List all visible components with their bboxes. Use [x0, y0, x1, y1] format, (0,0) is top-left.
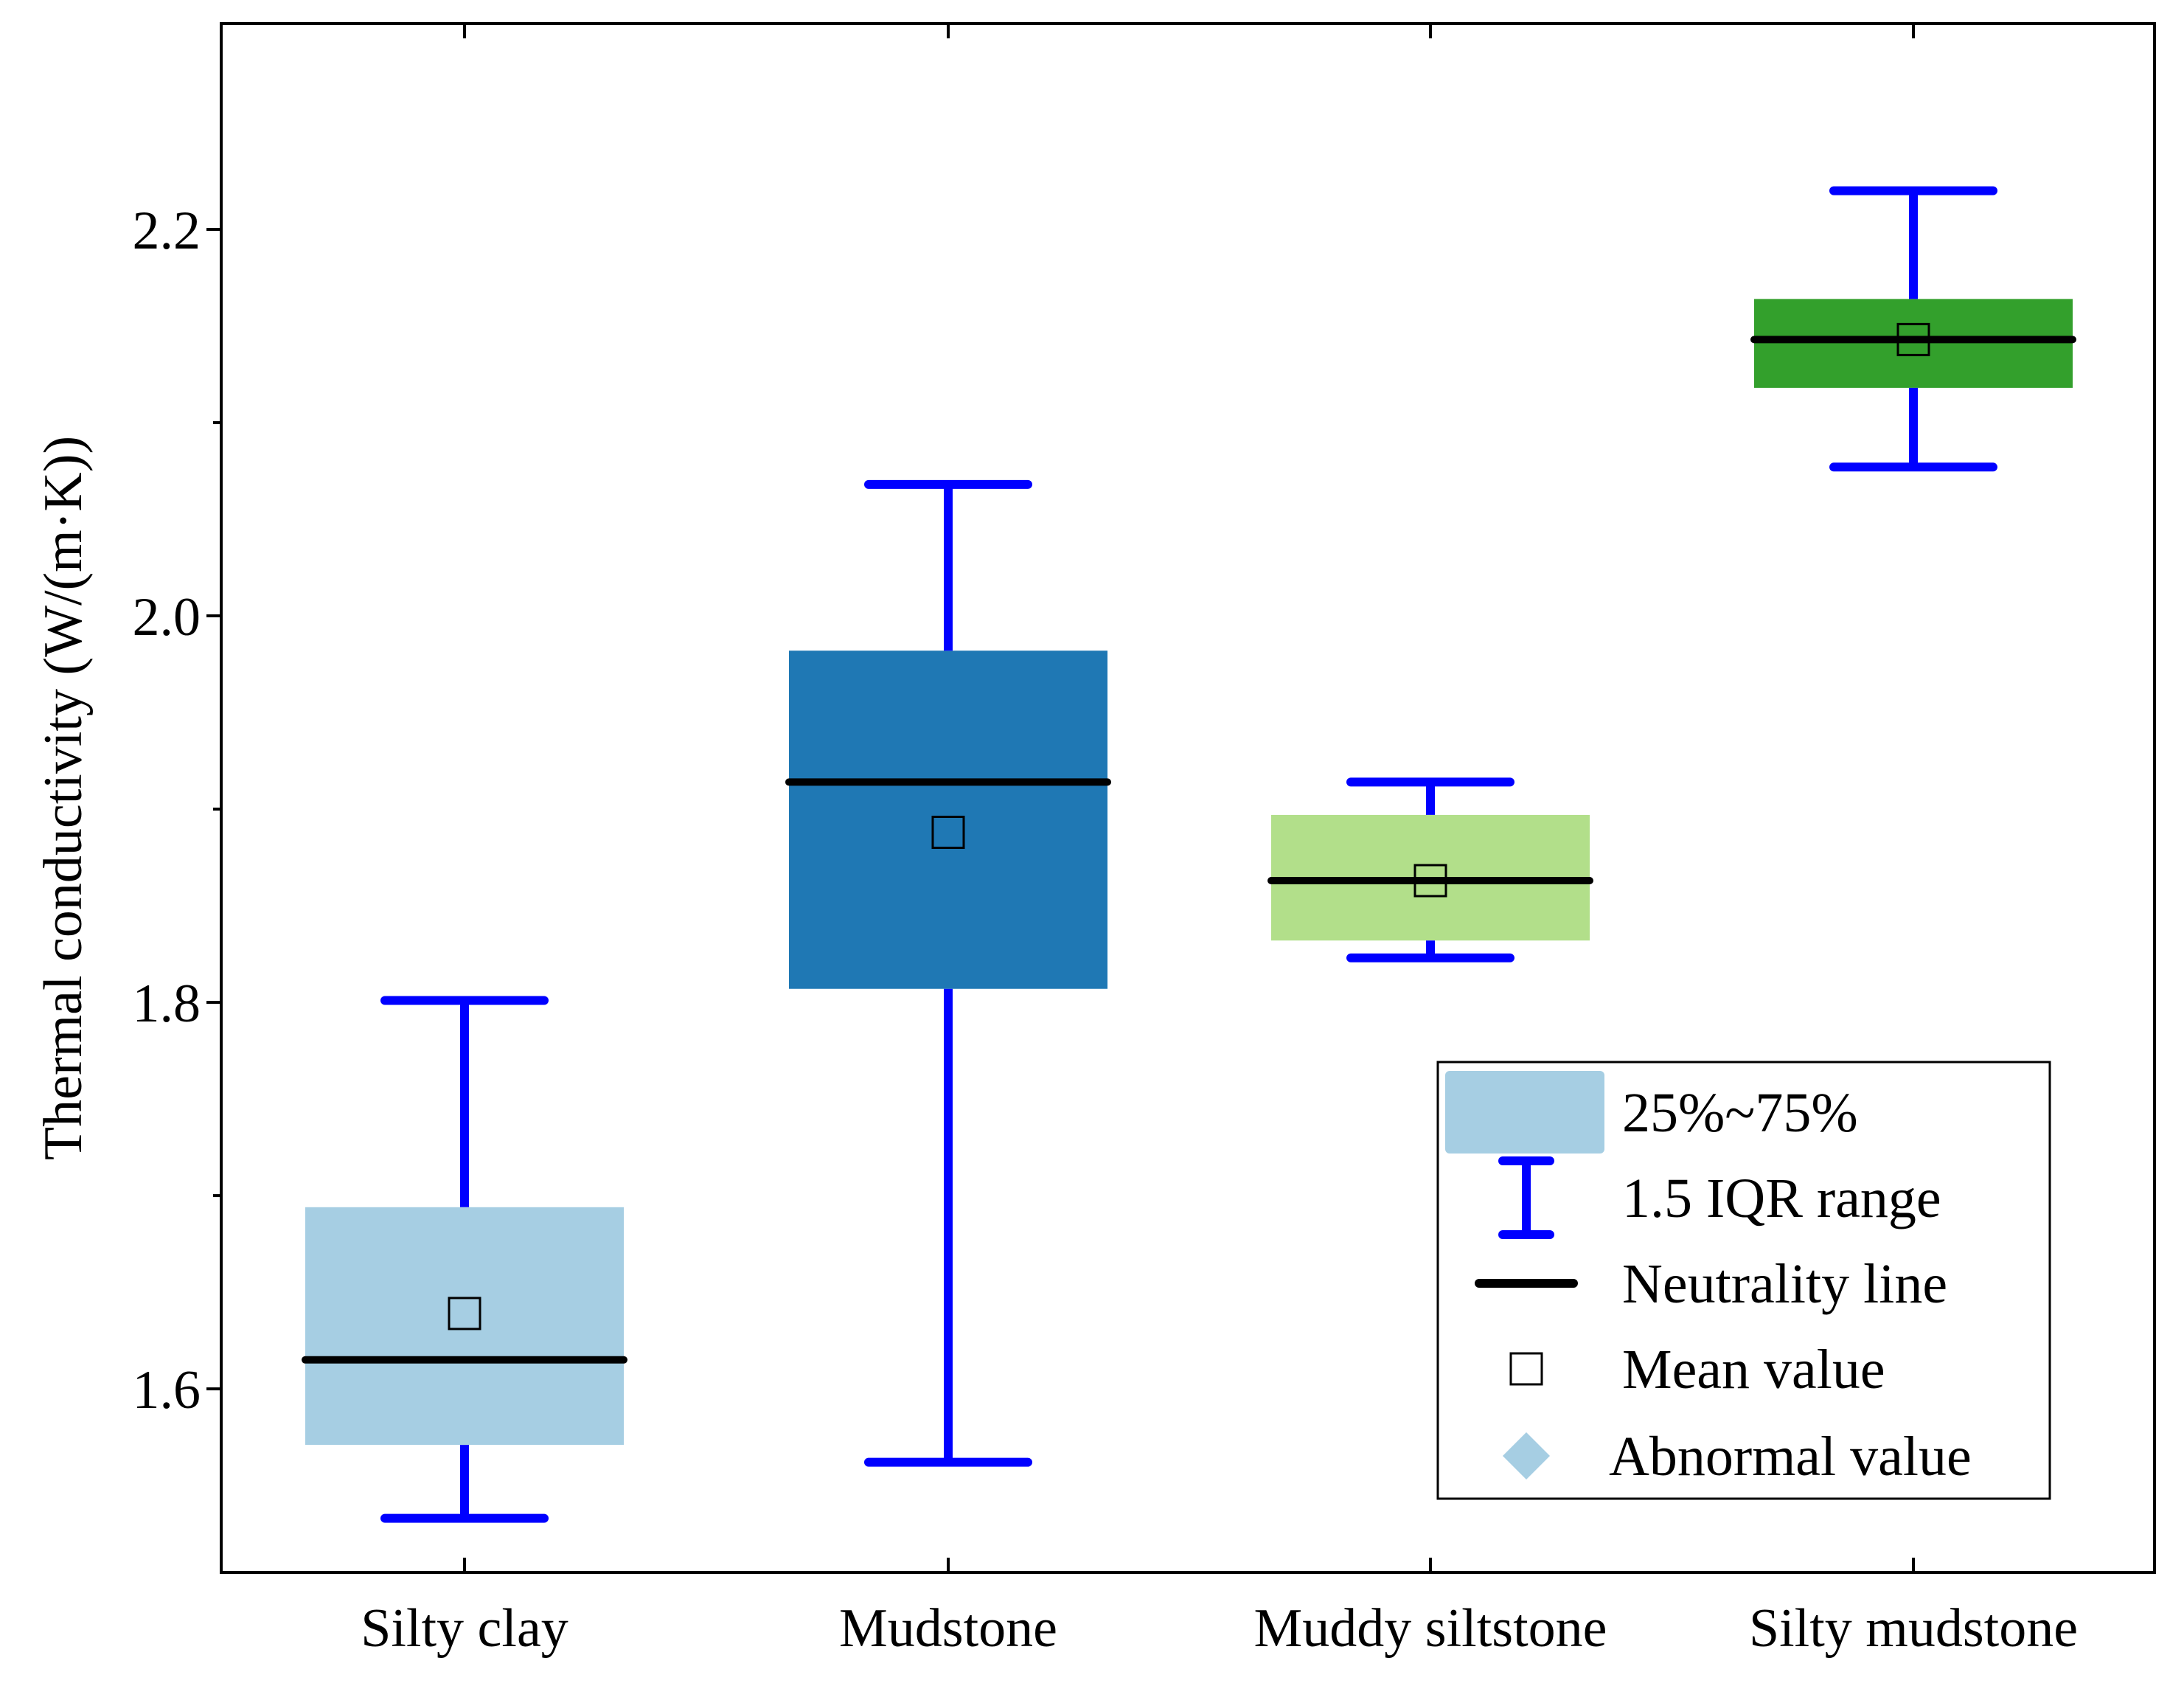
legend-item-line: Neutrality line [1475, 1253, 1947, 1315]
iqr-box [305, 1207, 624, 1446]
y-tick-label: 2.0 [133, 587, 201, 648]
legend-label: Abnormal value [1609, 1426, 1972, 1488]
x-tick-label: Silty clay [361, 1598, 568, 1659]
iqr-box [1754, 299, 2073, 388]
legend-mean-square [1509, 1352, 1543, 1386]
box-mudstone [785, 479, 1111, 1467]
box-muddy-siltstone [1267, 777, 1593, 962]
axes: 1.6 1.8 2.0 2.2 Silty clay Mudstone Muddy silt… [133, 24, 2078, 1659]
y-axis-title: Thermal conductivity (W/(m·K)) [33, 436, 94, 1160]
iqr-box [789, 651, 1107, 989]
legend-label: 25%~75% [1622, 1082, 1858, 1144]
legend-label: Neutrality line [1622, 1253, 1947, 1315]
x-tick-label: Muddy siltstone [1254, 1598, 1607, 1659]
legend-label: 1.5 IQR range [1622, 1168, 1941, 1229]
y-tick-label: 1.6 [133, 1360, 201, 1420]
legend-label: Mean value [1622, 1339, 1885, 1401]
y-tick-label: 2.2 [133, 201, 201, 261]
x-tick-label: Mudstone [839, 1598, 1057, 1659]
box-silty-clay [302, 996, 627, 1523]
x-tick-label: Silty mudstone [1749, 1598, 2078, 1659]
mean-marker [448, 1297, 481, 1331]
legend: 25%~75% 1.5 IQR range Neutrality line Mean … [1436, 1061, 2051, 1500]
legend-item-square: Mean value [1509, 1339, 1885, 1401]
legend-item-diamond: Abnormal value [1503, 1426, 1972, 1488]
y-tick-label: 1.8 [133, 974, 201, 1034]
mean-marker [931, 816, 965, 850]
legend-item-whisker: 1.5 IQR range [1498, 1156, 1941, 1239]
plot-area [302, 186, 2076, 1523]
legend-abnormal-diamond [1503, 1432, 1550, 1479]
mean-marker [1413, 864, 1447, 898]
legend-box-swatch [1445, 1071, 1604, 1154]
mean-marker [1896, 322, 1930, 356]
legend-item-box: 25%~75% [1445, 1071, 1858, 1154]
box-silty-mudstone [1750, 186, 2076, 472]
plot-frame [220, 22, 2156, 1574]
